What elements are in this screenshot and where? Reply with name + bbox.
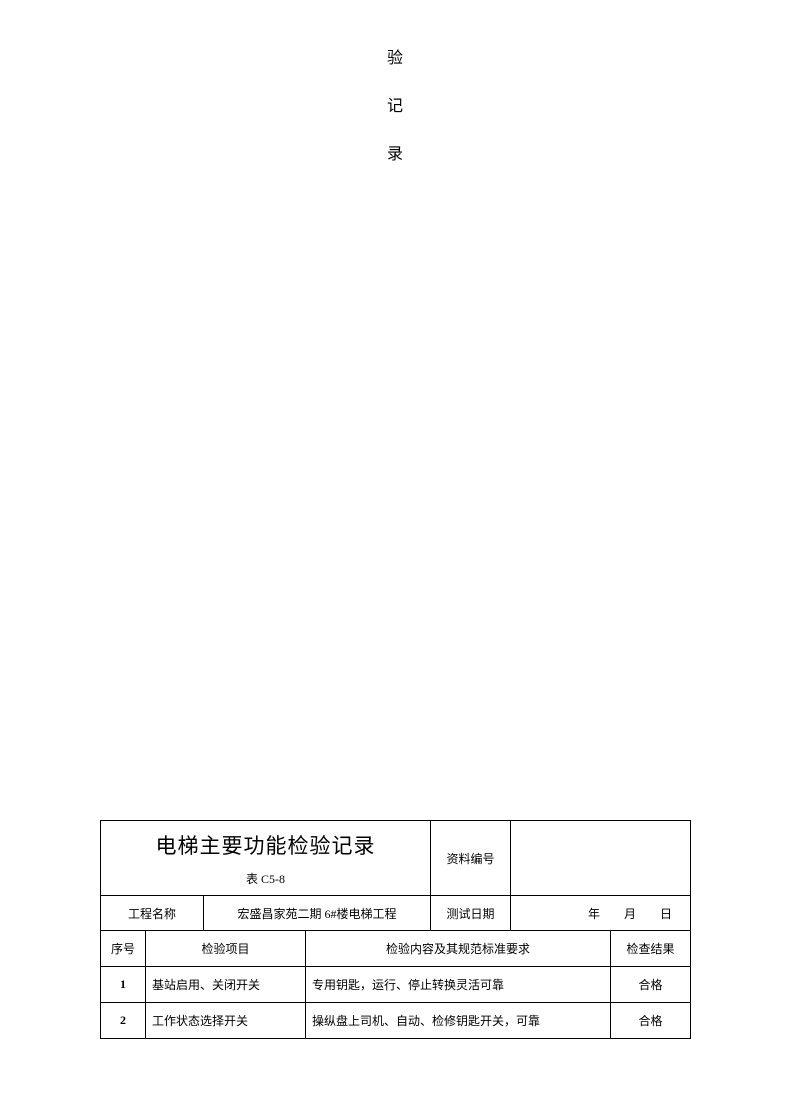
doc-number-label: 资料编号 <box>431 821 511 896</box>
row-item: 基站启用、关闭开关 <box>146 967 306 1003</box>
table-row: 1 基站启用、关闭开关 专用钥匙，运行、停止转换灵活可靠 合格 <box>101 967 691 1003</box>
row-item: 工作状态选择开关 <box>146 1003 306 1039</box>
test-date-value: 年 月 日 <box>511 896 691 931</box>
inspection-table: 电梯主要功能检验记录 表 C5-8 资料编号 工程名称 宏盛昌家苑二期 6#楼电… <box>100 820 691 1039</box>
project-row: 工程名称 宏盛昌家苑二期 6#楼电梯工程 测试日期 年 月 日 <box>101 896 691 931</box>
project-name: 宏盛昌家苑二期 6#楼电梯工程 <box>204 896 431 931</box>
doc-number-value <box>511 821 691 896</box>
row-content: 操纵盘上司机、自动、检修钥匙开关，可靠 <box>306 1003 611 1039</box>
col-seq: 序号 <box>101 931 146 967</box>
table-row: 2 工作状态选择开关 操纵盘上司机、自动、检修钥匙开关，可靠 合格 <box>101 1003 691 1039</box>
project-label: 工程名称 <box>101 896 204 931</box>
inspection-table-wrapper: 电梯主要功能检验记录 表 C5-8 资料编号 工程名称 宏盛昌家苑二期 6#楼电… <box>100 820 690 1039</box>
title-char-3: 录 <box>387 131 405 179</box>
sub-title: 表 C5-8 <box>107 870 424 887</box>
title-char-1: 验 <box>387 35 405 83</box>
col-item: 检验项目 <box>146 931 306 967</box>
col-result: 检查结果 <box>611 931 691 967</box>
row-result: 合格 <box>611 1003 691 1039</box>
row-content: 专用钥匙，运行、停止转换灵活可靠 <box>306 967 611 1003</box>
row-seq: 2 <box>101 1003 146 1039</box>
main-title: 电梯主要功能检验记录 <box>107 830 424 860</box>
title-char-2: 记 <box>387 83 405 131</box>
row-result: 合格 <box>611 967 691 1003</box>
test-date-label: 测试日期 <box>431 896 511 931</box>
col-content: 检验内容及其规范标准要求 <box>306 931 611 967</box>
row-seq: 1 <box>101 967 146 1003</box>
title-cell: 电梯主要功能检验记录 表 C5-8 <box>101 821 431 896</box>
column-header-row: 序号 检验项目 检验内容及其规范标准要求 检查结果 <box>101 931 691 967</box>
vertical-title: 验 记 录 <box>387 35 405 179</box>
title-row: 电梯主要功能检验记录 表 C5-8 资料编号 <box>101 821 691 896</box>
